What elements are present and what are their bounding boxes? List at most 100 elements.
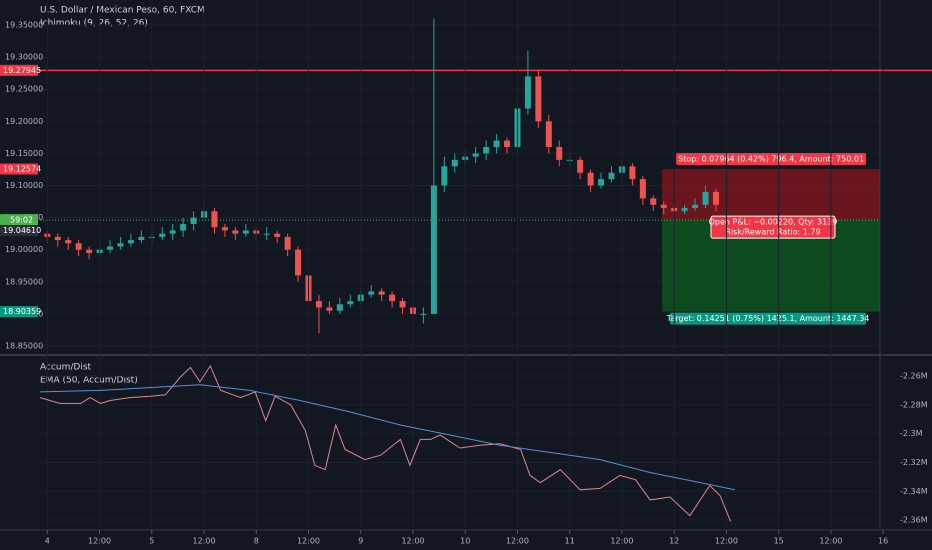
candle-body <box>378 291 385 295</box>
candle-body <box>608 172 615 180</box>
y-tick-label: 19.35000 <box>5 21 43 30</box>
stop-label: Stop: 0.07964 (0.42%) 796.4, Amount: 750… <box>678 155 864 164</box>
price-tag <box>0 64 38 76</box>
price-tag-label: 19.27945 <box>3 66 41 75</box>
candle-body <box>169 230 176 234</box>
x-tick-label: 12:00 <box>506 537 529 546</box>
series-line <box>39 364 732 522</box>
risk-zone <box>662 169 880 221</box>
x-tick-label: 10 <box>460 537 470 546</box>
x-tick-label: 12:00 <box>715 537 738 546</box>
candle-body <box>430 185 437 314</box>
x-tick-label: 8 <box>254 537 259 546</box>
x-tick-label: 12 <box>669 537 679 546</box>
price-tag-label: 18.90359 <box>3 307 41 316</box>
y-tick-label: 19.20000 <box>5 117 43 126</box>
x-tick-label: 15 <box>774 537 784 546</box>
candle-body <box>274 233 281 237</box>
candle-body <box>159 233 166 237</box>
price-tag <box>0 306 38 318</box>
target-label-box <box>670 312 867 325</box>
ratio-label: Risk/Reward Ratio: 1.79 <box>725 228 820 237</box>
target-label: Target: 0.14251 (0.75%) 1425.1, Amount: … <box>666 314 870 323</box>
candle-body <box>483 147 490 154</box>
candle-body <box>598 179 605 186</box>
candle-body <box>326 307 333 311</box>
candle-body <box>545 121 552 148</box>
y-tick-label: -2.34M <box>900 487 928 496</box>
candle-body <box>389 294 396 302</box>
y-tick-label: 18.95000 <box>5 277 43 286</box>
candle-body <box>263 233 270 235</box>
candle-body <box>629 166 636 180</box>
x-tick-label: 12:00 <box>88 537 111 546</box>
candle-body <box>211 211 218 228</box>
candle-body <box>190 217 197 225</box>
candle-body <box>117 243 124 247</box>
y-tick-label: 19.30000 <box>5 53 43 62</box>
countdown: 59:02 <box>10 216 33 225</box>
y-tick-label: -2.32M <box>900 458 928 467</box>
price-tag-label: 19.04610 <box>3 226 41 235</box>
candle-body <box>180 224 187 231</box>
stop-label-box <box>676 153 867 166</box>
chart-title: U.S. Dollar / Mexican Peso, 60, FXCM <box>40 6 205 16</box>
x-tick-label: 11 <box>565 537 575 546</box>
x-tick-label: 16 <box>878 537 888 546</box>
candle-body <box>75 243 82 250</box>
candle-body <box>54 236 61 241</box>
candle-body <box>587 172 594 186</box>
x-tick-label: 9 <box>358 537 363 546</box>
candle-body <box>295 249 302 276</box>
countdown-tag <box>0 214 38 226</box>
candle-body <box>368 291 375 295</box>
candle-body <box>65 240 72 244</box>
y-tick-label: -2.28M <box>900 400 928 409</box>
candle-body <box>504 140 511 148</box>
candle-body <box>650 198 657 205</box>
candle-body <box>524 76 531 109</box>
candle-body <box>577 159 584 173</box>
candle-body <box>681 207 688 212</box>
candle-body <box>639 179 646 199</box>
y-tick-label: 19.15000 <box>5 149 43 158</box>
x-tick-label: 5 <box>149 537 154 546</box>
candle-body <box>472 153 479 157</box>
x-tick-label: 12:00 <box>192 537 215 546</box>
indicator-label: Ichimoku (9, 26, 52, 26) <box>40 19 148 29</box>
x-tick-label: 12:00 <box>610 537 633 546</box>
candle-body <box>107 246 113 250</box>
series-line <box>39 384 735 491</box>
candle-body <box>138 236 145 241</box>
candle-body <box>556 147 563 160</box>
candle-body <box>451 159 458 167</box>
candle-body <box>660 204 667 208</box>
y-tick-label: 19.00000 <box>5 245 43 254</box>
candle-body <box>336 304 343 311</box>
y-tick-label: 18.85000 <box>5 342 43 351</box>
x-tick-label: 12:00 <box>297 537 320 546</box>
candle-body <box>712 191 719 205</box>
y-tick-label: 19.10000 <box>5 181 43 190</box>
candle-body <box>284 236 291 250</box>
candle-body <box>127 240 134 244</box>
candle-body <box>315 301 322 308</box>
price-tag <box>0 225 38 237</box>
candle-body <box>441 166 448 186</box>
candle-body <box>242 230 249 234</box>
indicator-label: Accum/Dist <box>40 363 92 373</box>
candle-body <box>221 227 228 231</box>
candle-body <box>493 140 500 148</box>
candle-body <box>535 76 542 122</box>
pnl-box <box>710 215 836 239</box>
y-tick-label: -2.26M <box>900 372 928 381</box>
candle-body <box>86 249 93 253</box>
candle-body <box>420 313 427 315</box>
candle-body <box>347 301 354 305</box>
indicator-label: EMA (50, Accum/Dist) <box>40 376 138 386</box>
pnl-label: Open P&L: −0.00220, Qty: 3139 <box>709 218 838 227</box>
x-tick-label: 12:00 <box>819 537 842 546</box>
y-tick-label: -2.36M <box>900 516 928 525</box>
candle-body <box>232 230 239 234</box>
